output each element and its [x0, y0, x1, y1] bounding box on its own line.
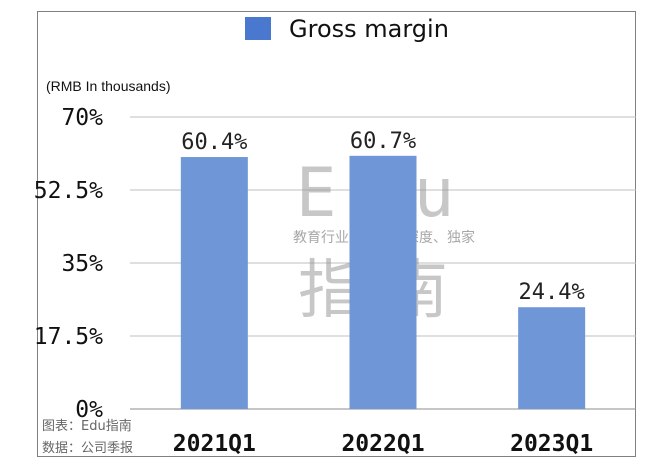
chart-credit: 图表：Edu指南: [42, 418, 132, 434]
chart-frame: [37, 11, 636, 457]
x-tick-label: 2022Q1: [341, 431, 424, 457]
legend-label: Gross margin: [289, 15, 449, 43]
x-tick-label: 2023Q1: [510, 431, 593, 457]
data-labels: 60.4% 60.7% 24.4%: [181, 129, 585, 305]
bars: [180, 155, 586, 409]
footnotes: 图表：Edu指南 数据：公司季报: [42, 418, 133, 456]
legend-swatch: [245, 17, 271, 40]
bar: [518, 307, 586, 409]
bar: [349, 155, 417, 409]
y-tick-label: 70%: [61, 105, 103, 131]
legend: Gross margin: [245, 15, 449, 43]
data-source: 数据：公司季报: [42, 441, 133, 456]
y-tick-labels: 0% 17.5% 35% 52.5% 70%: [34, 105, 103, 423]
data-label: 60.7%: [350, 129, 416, 154]
unit-note: (RMB In thousands): [46, 78, 171, 94]
y-tick-label: 35%: [61, 251, 103, 277]
data-label: 24.4%: [519, 280, 585, 305]
x-tick-labels: 2021Q1 2022Q1 2023Q1: [173, 431, 593, 457]
y-tick-label: 17.5%: [34, 324, 103, 350]
y-tick-label: 0%: [75, 397, 103, 423]
x-tick-label: 2021Q1: [173, 431, 256, 457]
y-tick-label: 52.5%: [34, 178, 103, 204]
bar: [180, 157, 248, 409]
data-label: 60.4%: [181, 130, 247, 155]
